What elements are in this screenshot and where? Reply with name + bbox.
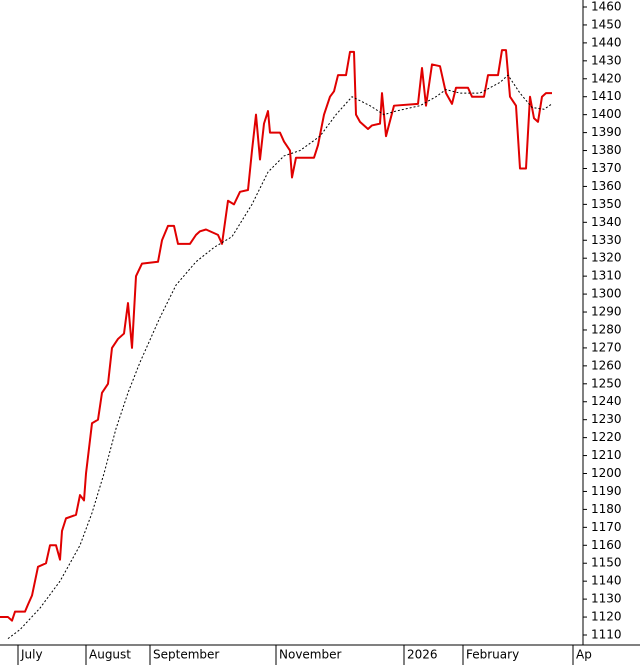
y-tick-label: 1190 — [591, 484, 622, 498]
y-tick-label: 1310 — [591, 269, 622, 283]
y-tick-label: 1130 — [591, 592, 622, 606]
x-tick-label: 2026 — [407, 648, 438, 662]
y-tick-label: 1200 — [591, 466, 622, 480]
y-tick-label: 1210 — [591, 448, 622, 462]
y-tick-label: 1240 — [591, 394, 622, 408]
series-line — [7, 74, 553, 639]
y-tick-label: 1260 — [591, 358, 622, 372]
y-tick-label: 1340 — [591, 215, 622, 229]
y-tick-label: 1460 — [591, 0, 622, 14]
y-tick-label: 1270 — [591, 340, 622, 354]
x-tick-label: November — [279, 648, 341, 662]
y-tick-label: 1380 — [591, 143, 622, 157]
y-tick-label: 1230 — [591, 412, 622, 426]
y-tick-label: 1300 — [591, 287, 622, 301]
y-tick-label: 1330 — [591, 233, 622, 247]
y-tick-label: 1410 — [591, 89, 622, 103]
y-tick-label: 1420 — [591, 71, 622, 85]
y-tick-label: 1350 — [591, 197, 622, 211]
y-tick-label: 1110 — [591, 628, 622, 642]
y-tick-label: 1390 — [591, 125, 622, 139]
y-tick-label: 1150 — [591, 556, 622, 570]
y-tick-label: 1160 — [591, 538, 622, 552]
y-tick-label: 1440 — [591, 35, 622, 49]
x-tick-label: July — [20, 648, 43, 662]
x-tick-label: September — [153, 648, 219, 662]
y-tick-label: 1170 — [591, 520, 622, 534]
y-tick-label: 1360 — [591, 179, 622, 193]
y-tick-label: 1450 — [591, 17, 622, 31]
y-tick-label: 1320 — [591, 251, 622, 265]
y-tick-label: 1370 — [591, 161, 622, 175]
y-tick-label: 1290 — [591, 305, 622, 319]
y-tick-label: 1400 — [591, 107, 622, 121]
y-tick-label: 1180 — [591, 502, 622, 516]
y-tick-label: 1430 — [591, 53, 622, 67]
y-tick-label: 1140 — [591, 574, 622, 588]
x-tick-label: February — [466, 648, 519, 662]
x-tick-label: Ap — [576, 648, 592, 662]
y-tick-label: 1220 — [591, 430, 622, 444]
series-line — [0, 49, 552, 622]
x-tick-label: August — [89, 648, 131, 662]
y-tick-label: 1120 — [591, 610, 622, 624]
y-tick-label: 1280 — [591, 322, 622, 336]
y-tick-label: 1250 — [591, 376, 622, 390]
